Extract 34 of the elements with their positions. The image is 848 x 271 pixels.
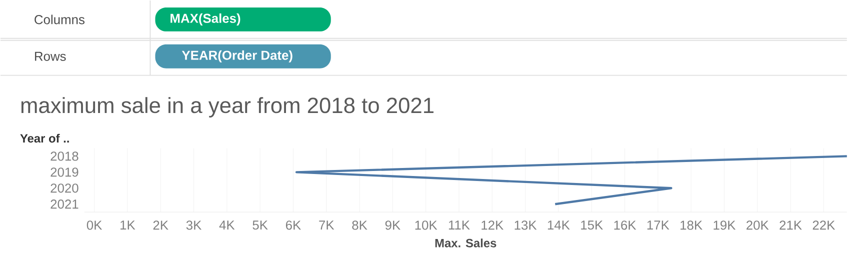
x-tick-label: 20K xyxy=(746,220,769,230)
chart-title: maximum sale in a year from 2018 to 2021 xyxy=(21,97,434,118)
y-tick-label: 2019 xyxy=(50,168,78,177)
y-tick-label: 2021 xyxy=(50,200,78,209)
x-tick-label: 14K xyxy=(548,220,570,230)
y-tick-label: 2020 xyxy=(50,184,78,193)
x-tick-label: 6K xyxy=(286,220,301,230)
x-tick-label: 18K xyxy=(680,220,702,230)
x-tick-label: 12K xyxy=(482,220,504,230)
text: Rows xyxy=(35,52,66,61)
y-axis-title: Year of .. xyxy=(20,134,69,143)
x-tick-label: 22K xyxy=(812,220,836,230)
x-tick-label: 2K xyxy=(153,220,168,230)
x-tick-label: 0K xyxy=(86,220,102,230)
x-tick-label: 21K xyxy=(780,220,802,230)
x-tick-label: 19K xyxy=(714,220,736,230)
x-tick-label: 8K xyxy=(352,220,368,230)
x-tick-label: 4K xyxy=(219,220,235,230)
x-tick-label: 17K xyxy=(647,220,670,230)
x-tick-label: 15K xyxy=(581,220,603,230)
x-tick-label: 9K xyxy=(385,220,400,230)
x-tick-label: 16K xyxy=(614,220,636,230)
text: MAX(Sales) xyxy=(170,13,240,26)
x-tick-label: 13K xyxy=(514,220,537,230)
x-tick-label: 5K xyxy=(252,220,268,230)
x-tick-label: 3K xyxy=(186,220,202,230)
x-tick-label: 10K xyxy=(415,220,438,230)
text: YEAR(Order Date) xyxy=(182,50,292,62)
x-axis-title: Max. Sales xyxy=(435,238,496,248)
x-tick-label: 7K xyxy=(319,220,334,230)
y-tick-label: 2018 xyxy=(50,152,78,161)
x-tick-label: 1K xyxy=(120,220,136,230)
x-tick-label: 11K xyxy=(448,220,470,230)
text: Columns xyxy=(34,14,84,24)
